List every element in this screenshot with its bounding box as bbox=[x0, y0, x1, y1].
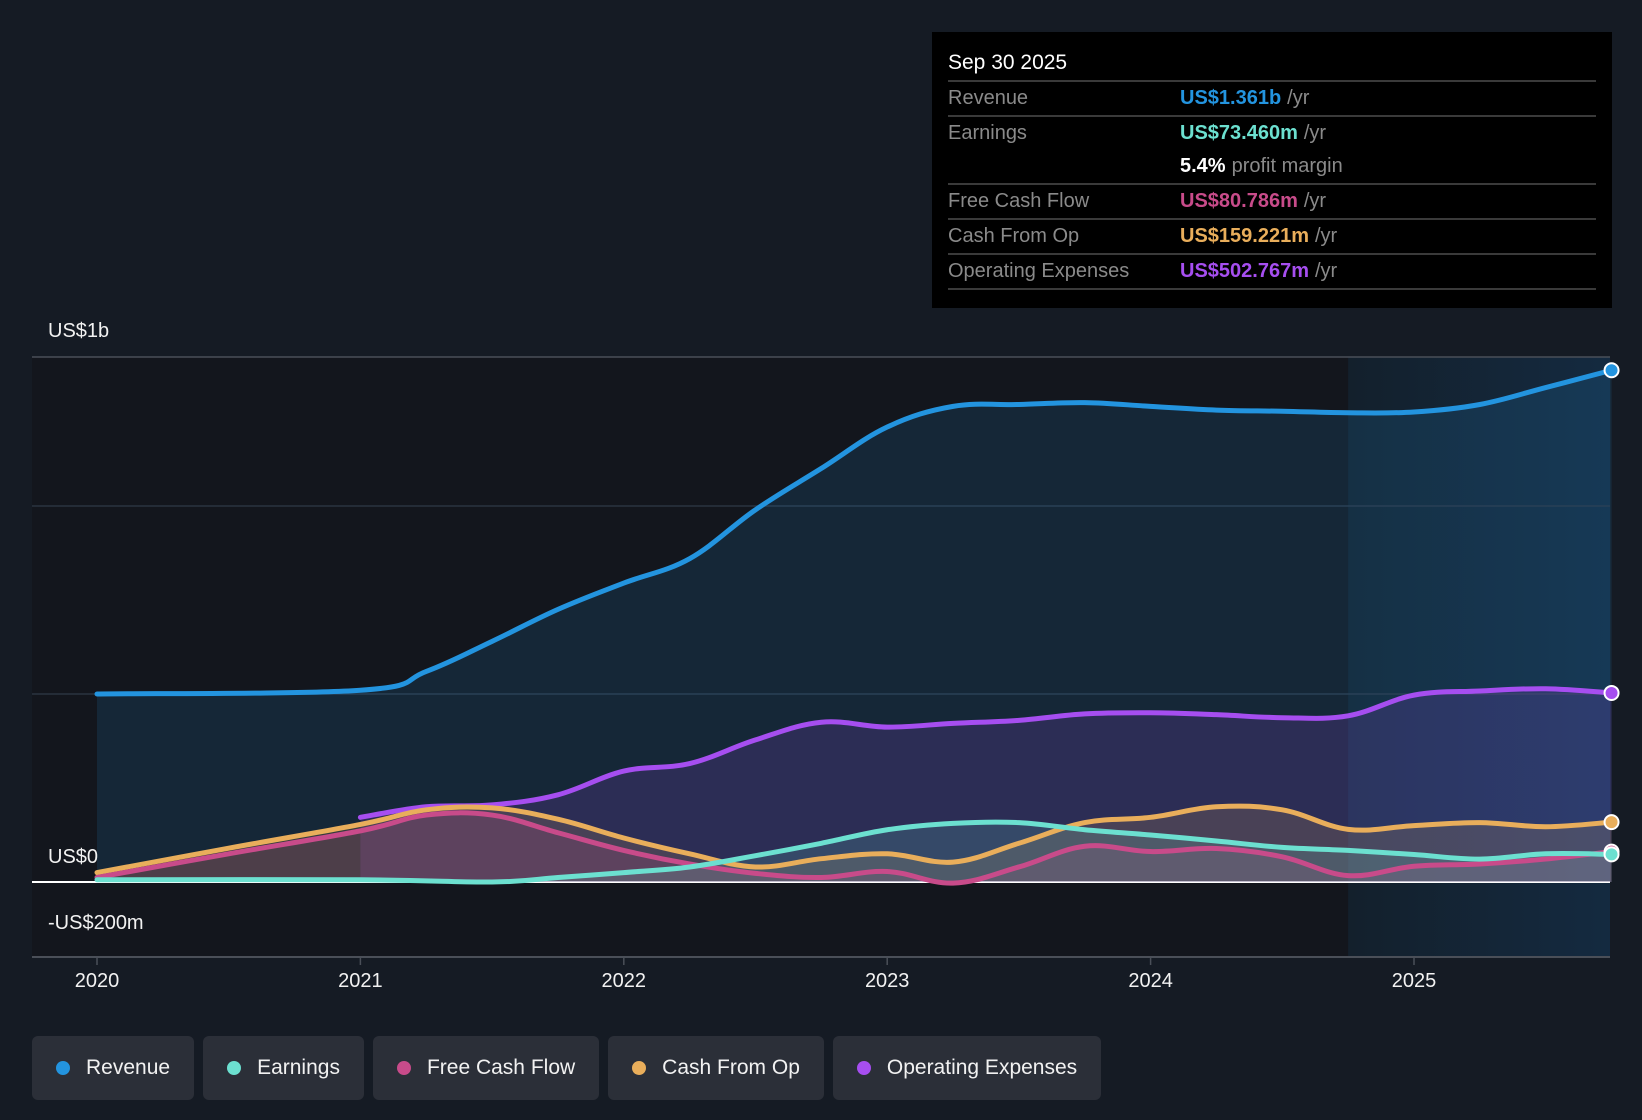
legend-label: Operating Expenses bbox=[886, 1056, 1078, 1079]
legend-dot-icon bbox=[227, 1061, 242, 1075]
tooltip-unit: /yr bbox=[1303, 190, 1327, 212]
tooltip-value: US$1.361b bbox=[1180, 87, 1282, 109]
series-lines bbox=[94, 367, 1615, 886]
legend-label: Revenue bbox=[86, 1056, 171, 1079]
legend-dot-icon bbox=[56, 1061, 70, 1075]
x-tick-label: 2025 bbox=[1391, 970, 1437, 992]
revenue-end-marker bbox=[1603, 362, 1620, 379]
tooltip-label: Revenue bbox=[948, 87, 1029, 109]
earnings-area bbox=[97, 821, 1612, 883]
legend-item-earnings[interactable]: Earnings bbox=[203, 1036, 364, 1100]
tooltip-value: 5.4% bbox=[1180, 155, 1226, 177]
legend-dot-icon bbox=[856, 1061, 871, 1075]
tooltip-row: 5.4% profit margin bbox=[948, 150, 1596, 185]
free-cash-flow-area bbox=[97, 812, 1612, 884]
operating-expenses-end-marker bbox=[1603, 684, 1620, 701]
tooltip-label: Earnings bbox=[948, 122, 1027, 144]
free-cash-flow-line bbox=[94, 810, 1615, 886]
tooltip-unit: /yr bbox=[1287, 87, 1310, 109]
legend-dot-icon bbox=[632, 1061, 647, 1075]
tooltip-date: Sep 30 2025 bbox=[948, 46, 1596, 82]
end-markers bbox=[1603, 362, 1620, 863]
cash-from-op-area bbox=[97, 806, 1612, 882]
legend-dot-icon bbox=[396, 1061, 411, 1075]
tooltip-row: Earnings US$73.460m/yr bbox=[948, 117, 1596, 150]
tooltip-value: US$502.767m bbox=[1180, 260, 1309, 282]
legend-item-free-cash-flow[interactable]: Free Cash Flow bbox=[372, 1036, 600, 1100]
tooltip-label: Cash From Op bbox=[948, 225, 1080, 247]
cash-from-op-line bbox=[94, 803, 1615, 876]
y-tick-label: -US$200m bbox=[48, 912, 144, 934]
tooltip: Sep 30 2025 Revenue US$1.361b/yr Earnings U… bbox=[932, 32, 1612, 308]
earnings-end-marker bbox=[1603, 846, 1620, 863]
tooltip-value: US$80.786m bbox=[1180, 190, 1298, 212]
tooltip-label: Free Cash Flow bbox=[948, 190, 1090, 212]
legend-label: Free Cash Flow bbox=[426, 1056, 576, 1079]
tooltip-label: Operating Expenses bbox=[948, 260, 1130, 282]
tooltip-row: Revenue US$1.361b/yr bbox=[948, 82, 1596, 117]
x-tick-label: 2022 bbox=[601, 970, 647, 992]
revenue-area bbox=[97, 370, 1612, 882]
tooltip-unit: /yr bbox=[1303, 122, 1327, 144]
legend-item-operating-expenses[interactable]: Operating Expenses bbox=[832, 1036, 1102, 1100]
y-tick-label: US$0 bbox=[48, 846, 99, 868]
tooltip-unit: /yr bbox=[1314, 225, 1338, 247]
tooltip-label bbox=[948, 150, 1180, 183]
tooltip-row: Cash From Op US$159.221m/yr bbox=[948, 220, 1596, 255]
y-tick-label: US$1b bbox=[48, 320, 110, 342]
earnings-line bbox=[94, 819, 1615, 885]
x-tick-label: 2020 bbox=[74, 970, 120, 992]
x-tick-label: 2024 bbox=[1128, 970, 1173, 992]
tooltip-unit: /yr bbox=[1314, 260, 1338, 282]
x-tick-label: 2021 bbox=[338, 970, 383, 992]
revenue-line bbox=[94, 367, 1615, 697]
tooltip-row: Operating Expenses US$502.767m/yr bbox=[948, 255, 1596, 290]
series-areas bbox=[97, 370, 1612, 884]
legend: Revenue Earnings Free Cash Flow Cash From O… bbox=[32, 1036, 1102, 1100]
legend-item-revenue[interactable]: Revenue bbox=[32, 1036, 195, 1100]
legend-label: Earnings bbox=[257, 1056, 340, 1079]
cash-from-op-end-marker bbox=[1603, 814, 1620, 831]
tooltip-unit: profit margin bbox=[1231, 155, 1343, 177]
operating-expenses-area bbox=[360, 688, 1612, 882]
x-tick-label: 2023 bbox=[864, 970, 910, 992]
x-axis bbox=[32, 956, 1610, 965]
legend-item-cash-from-op[interactable]: Cash From Op bbox=[608, 1036, 824, 1100]
operating-expenses-line bbox=[357, 686, 1615, 820]
tooltip-row: Free Cash Flow US$80.786m/yr bbox=[948, 185, 1596, 220]
legend-label: Cash From Op bbox=[662, 1056, 800, 1079]
tooltip-value: US$159.221m bbox=[1180, 225, 1309, 247]
tooltip-value: US$73.460m bbox=[1180, 122, 1298, 144]
